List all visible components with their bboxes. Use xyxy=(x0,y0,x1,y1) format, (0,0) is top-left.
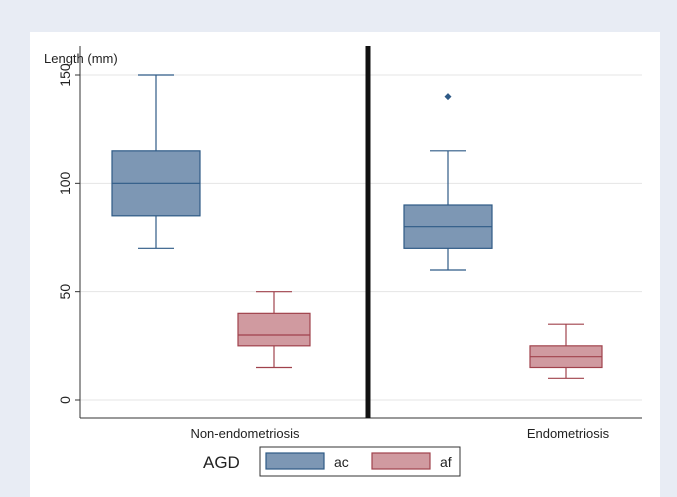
y-tick-label: 0 xyxy=(57,396,73,404)
box-af-1 xyxy=(529,323,603,379)
figure-frame xyxy=(12,10,667,497)
y-tick-label: 100 xyxy=(57,171,73,195)
axes: 0 50 100 150 xyxy=(57,46,642,419)
y-axis-label: Length (mm) xyxy=(44,51,118,66)
legend: AGD ac af xyxy=(203,446,461,477)
legend-swatch-ac xyxy=(265,452,325,470)
box-series xyxy=(111,74,603,379)
group-labels: Non-endometriosis Endometriosis xyxy=(190,426,609,441)
legend-label-ac: ac xyxy=(334,454,349,470)
group-label: Endometriosis xyxy=(527,426,610,441)
box-ac-1 xyxy=(403,93,493,271)
y-tick-label: 50 xyxy=(57,284,73,300)
box-ac-0 xyxy=(111,74,201,249)
chart-panel xyxy=(30,32,660,497)
box-af-0 xyxy=(237,291,311,369)
legend-label-af: af xyxy=(440,454,452,470)
y-tick-label: 150 xyxy=(57,63,73,87)
legend-items: ac af xyxy=(265,452,452,470)
legend-swatch-af xyxy=(371,452,431,470)
legend-title: AGD xyxy=(203,453,240,472)
group-label: Non-endometriosis xyxy=(190,426,300,441)
iqr-box xyxy=(237,312,311,347)
outlier-point xyxy=(444,93,452,101)
